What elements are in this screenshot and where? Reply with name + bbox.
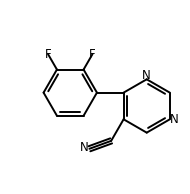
Text: N: N [80, 141, 89, 154]
Text: N: N [142, 69, 151, 82]
Text: F: F [45, 48, 51, 61]
Text: F: F [89, 48, 96, 61]
Text: N: N [169, 113, 178, 126]
